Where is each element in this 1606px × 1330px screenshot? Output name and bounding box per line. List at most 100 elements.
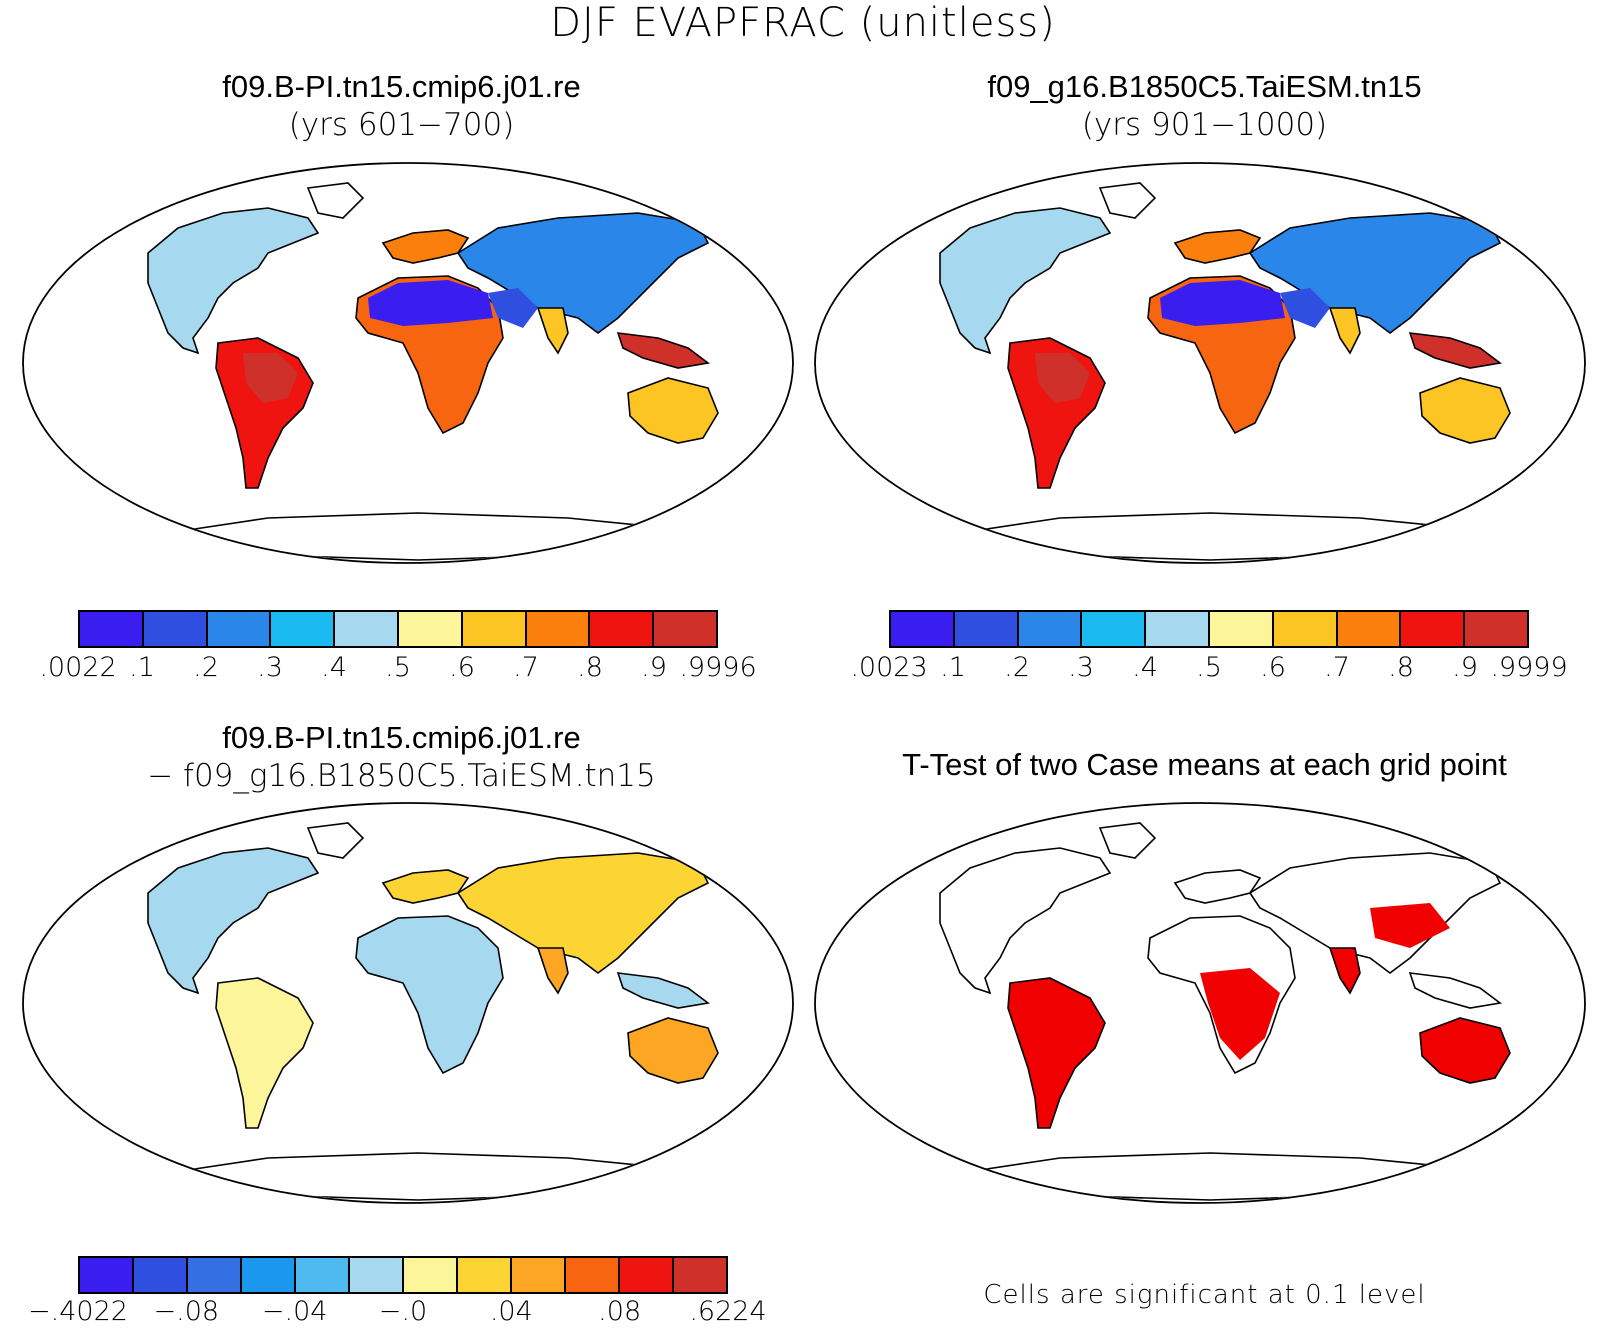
- colorbar-tick-label: .6: [449, 652, 475, 683]
- significance-note: Cells are significant at 0.1 level: [983, 1280, 1426, 1310]
- colorbar-tick-label: −.0: [378, 1296, 428, 1327]
- colorbar-tick-label: .8: [577, 652, 603, 683]
- map-difference: [22, 802, 794, 1204]
- colorbar-swatch: [350, 1258, 404, 1292]
- colorbar-tick-label: .0023: [850, 652, 928, 683]
- colorbar-tick-label: .7: [1324, 652, 1350, 683]
- continent-greenland: [306, 822, 365, 859]
- colorbar-tick-label: .3: [1068, 652, 1094, 683]
- colorbar-swatch: [526, 612, 591, 646]
- colorbar-swatch: [1273, 612, 1338, 646]
- continent-se-asia: [1408, 972, 1502, 1009]
- continent-india: [1328, 947, 1361, 995]
- colorbar-swatch: [296, 1258, 350, 1292]
- colorbar-swatch: [207, 612, 272, 646]
- colorbar-tick-label: .8: [1388, 652, 1414, 683]
- panel-title-case1-line1: f09.B-PI.tn15.cmip6.j01.re: [222, 69, 581, 104]
- colorbar-labels-case1: .0022 .1 .2 .3 .4 .5 .6 .7 .8 .9 .9996: [39, 652, 756, 686]
- colorbar-swatch: [1209, 612, 1274, 646]
- continent-australia: [1419, 1017, 1511, 1084]
- panel-title-difference: f09.B-PI.tn15.cmip6.j01.re − f09_g16.B18…: [0, 719, 803, 795]
- region-sahara: [368, 280, 493, 326]
- colorbar-swatch: [335, 612, 399, 646]
- colorbar-swatch: [242, 1258, 296, 1292]
- continent-greenland: [306, 182, 365, 219]
- colorbar-swatch: [954, 612, 1019, 646]
- colorbar-swatch: [590, 612, 655, 646]
- region-arabia: [1280, 288, 1330, 328]
- colorbar-tick-label: .2: [1004, 652, 1030, 683]
- colorbar-swatch: [1082, 612, 1147, 646]
- colorbar-swatch: [462, 612, 527, 646]
- continent-africa: [355, 915, 504, 1075]
- panel-title-case1-line2: (yrs 601−700): [288, 107, 515, 143]
- colorbar-tick-label: .4: [321, 652, 347, 683]
- colorbar-swatch: [271, 612, 336, 646]
- colorbar-tick-label: −.4022: [28, 1296, 128, 1327]
- colorbar-swatch: [1018, 612, 1083, 646]
- continent-north-america: [939, 207, 1112, 355]
- continent-australia: [627, 377, 719, 444]
- panel-title-case2: f09_g16.B1850C5.TaiESM.tn15 (yrs 901−100…: [803, 68, 1606, 144]
- colorbar-labels-difference: −.4022 −.08 −.04 −.0 .04 .08 .6224: [28, 1296, 767, 1330]
- continent-greenland: [1098, 822, 1157, 859]
- colorbar-swatch: [1401, 612, 1466, 646]
- colorbar-swatch: [188, 1258, 242, 1292]
- continent-north-america: [147, 207, 320, 355]
- panel-title-difference-line2: − f09_g16.B1850C5.TaiESM.tn15: [147, 758, 656, 794]
- colorbar-tick-label: .1: [129, 652, 155, 683]
- region-sahara: [1160, 280, 1285, 326]
- colorbar-tick-label: .08: [598, 1296, 642, 1327]
- colorbar-swatch: [134, 1258, 188, 1292]
- colorbar-case1: [78, 610, 718, 648]
- colorbar-swatch: [1337, 612, 1402, 646]
- colorbar-swatch: [512, 1258, 566, 1292]
- continent-se-asia: [1408, 332, 1502, 369]
- panel-title-case2-line2: (yrs 901−1000): [1081, 107, 1328, 143]
- colorbar-tick-label: .9996: [679, 652, 757, 683]
- continent-north-america: [939, 847, 1112, 995]
- colorbar-tick-label: .6224: [689, 1296, 767, 1327]
- map-case2: [814, 162, 1586, 564]
- colorbar-swatch: [654, 612, 716, 646]
- colorbar-tick-label: .7: [513, 652, 539, 683]
- colorbar-swatch: [674, 1258, 726, 1292]
- colorbar-tick-label: −.04: [261, 1296, 328, 1327]
- continent-se-asia: [616, 332, 710, 369]
- colorbar-swatch: [398, 612, 463, 646]
- colorbar-swatch: [404, 1258, 458, 1292]
- colorbar-swatch: [80, 1258, 134, 1292]
- colorbar-swatch: [1465, 612, 1527, 646]
- panel-title-ttest: T-Test of two Case means at each grid po…: [902, 747, 1507, 782]
- map-case1: [22, 162, 794, 564]
- colorbar-swatch: [458, 1258, 512, 1292]
- continent-south-america: [215, 977, 314, 1129]
- continent-india: [536, 307, 569, 355]
- colorbar-tick-label: .5: [1196, 652, 1222, 683]
- panel-title-case2-line1: f09_g16.B1850C5.TaiESM.tn15: [987, 69, 1422, 104]
- region-amazon: [1035, 353, 1090, 403]
- continent-australia: [627, 1017, 719, 1084]
- colorbar-swatch: [1146, 612, 1210, 646]
- colorbar-case2: [889, 610, 1529, 648]
- colorbar-tick-label: .9999: [1490, 652, 1568, 683]
- colorbar-tick-label: −.08: [153, 1296, 220, 1327]
- colorbar-tick-label: .3: [257, 652, 283, 683]
- figure-title: DJF EVAPFRAC (unitless): [550, 0, 1056, 46]
- panel-title-difference-line1: f09.B-PI.tn15.cmip6.j01.re: [222, 720, 581, 755]
- colorbar-tick-label: .5: [385, 652, 411, 683]
- colorbar-difference: [78, 1256, 728, 1294]
- colorbar-tick-label: .9: [641, 652, 667, 683]
- colorbar-labels-case2: .0023 .1 .2 .3 .4 .5 .6 .7 .8 .9 .9999: [850, 652, 1567, 686]
- continent-north-america: [147, 847, 320, 995]
- region-arabia: [488, 288, 538, 328]
- continent-south-america: [1007, 977, 1106, 1129]
- colorbar-swatch: [891, 612, 955, 646]
- colorbar-tick-label: .6: [1260, 652, 1286, 683]
- continent-india: [536, 947, 569, 995]
- continent-asia: [456, 852, 710, 974]
- colorbar-tick-label: .4: [1132, 652, 1158, 683]
- region-amazon: [243, 353, 298, 403]
- colorbar-tick-label: .1: [940, 652, 966, 683]
- colorbar-tick-label: .0022: [39, 652, 117, 683]
